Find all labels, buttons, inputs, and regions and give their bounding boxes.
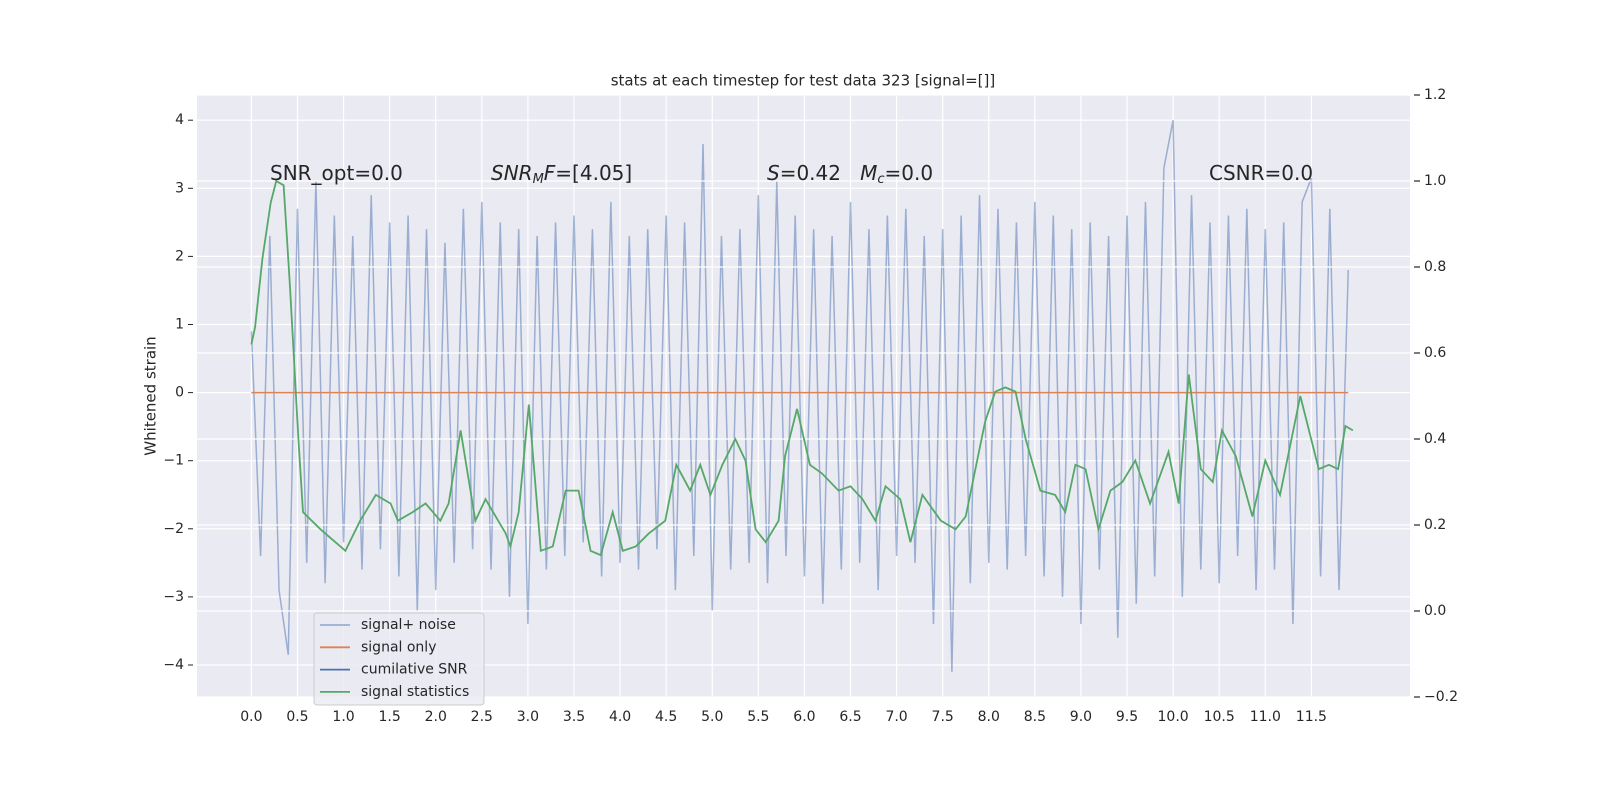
x-tick-label: 9.5 (1116, 709, 1138, 725)
annotation-part: M (860, 161, 877, 185)
plot-area (197, 95, 1410, 697)
y-tick-label: −1 (163, 453, 184, 469)
annotation: S=0.42 Mc=0.0 (767, 161, 933, 187)
annotation-part: c (877, 172, 884, 187)
y-tick-label: 1 (175, 316, 184, 332)
annotation-part: CSNR=0.0 (1209, 161, 1313, 185)
annotation: CSNR=0.0 (1209, 161, 1313, 185)
annotation-part: F=[4.05] (544, 161, 632, 185)
legend: signal+ noise signal only cumilative SNR si… (313, 612, 485, 706)
x-tick-label: 2.5 (471, 709, 493, 725)
series-line (250, 120, 1349, 672)
x-tick-label: 8.0 (978, 709, 1000, 725)
legend-label: signal+ noise (361, 617, 456, 633)
annotation-part: =0.42 (780, 161, 860, 185)
x-tick-label: 8.5 (1024, 709, 1046, 725)
annotation-part: SNR_opt=0.0 (270, 161, 403, 185)
x-tick-label: 5.0 (701, 709, 723, 725)
x-tick-label: 6.5 (839, 709, 861, 725)
annotation-part: S (767, 161, 780, 185)
y2-tick-label: 0.8 (1424, 259, 1446, 275)
y2-tick-label: 1.0 (1424, 173, 1446, 189)
annotations: SNR_opt=0.0 SNRMF=[4.05] S=0.42 Mc=0.0 CSNR… (270, 161, 1313, 187)
x-tick-label: 6.0 (793, 709, 815, 725)
x-tick-label: 10.5 (1204, 709, 1235, 725)
x-tick-label: 0.0 (240, 709, 262, 725)
x-tick-label: 0.5 (286, 709, 308, 725)
y-tick-label: −2 (163, 521, 184, 537)
series-line (250, 179, 1354, 557)
y-tick-label: 3 (175, 180, 184, 196)
annotation: SNR_opt=0.0 (270, 161, 403, 185)
x-tick-label: 10.0 (1158, 709, 1189, 725)
annotation-part: =[4.05] (555, 161, 632, 185)
x-tick-label: 3.5 (563, 709, 585, 725)
x-tick-label: 11.5 (1296, 709, 1327, 725)
y2-tick-label: 0.0 (1424, 603, 1446, 619)
annotation-part: M (533, 172, 544, 187)
y-tick-label: 2 (175, 248, 184, 264)
annotation-part: SNR (491, 161, 533, 185)
chart-title: stats at each timestep for test data 323… (611, 72, 996, 90)
y2-tick-label: 0.4 (1424, 431, 1446, 447)
y2-tick-label: −0.2 (1424, 689, 1458, 705)
x-tick-label: 2.0 (425, 709, 447, 725)
y-tick-label: 0 (175, 385, 184, 401)
x-tick-label: 3.0 (517, 709, 539, 725)
legend-label: cumilative SNR (361, 662, 468, 678)
y-axis-label: Whitened strain (142, 336, 160, 455)
annotation-part: =0.0 (885, 161, 934, 185)
y-tick-label: −4 (163, 657, 184, 673)
annotation: SNRMF=[4.05] (491, 161, 632, 187)
legend-label: signal statistics (361, 684, 469, 700)
x-tick-label: 7.0 (885, 709, 907, 725)
annotation-part: F (544, 161, 556, 185)
x-tick-label: 9.0 (1070, 709, 1092, 725)
x-tick-label: 11.0 (1250, 709, 1281, 725)
x-tick-label: 4.5 (655, 709, 677, 725)
x-tick-label: 1.5 (379, 709, 401, 725)
y-tick-label: −3 (163, 589, 184, 605)
x-tick-label: 7.5 (932, 709, 954, 725)
marks (197, 94, 1410, 698)
x-tick-label: 5.5 (747, 709, 769, 725)
y2-tick-label: 1.2 (1424, 87, 1446, 103)
y2-tick-label: 0.2 (1424, 517, 1446, 533)
legend-label: signal only (361, 639, 436, 655)
x-tick-label: 4.0 (609, 709, 631, 725)
x-tick-label: 1.0 (332, 709, 354, 725)
y-tick-label: 4 (175, 112, 184, 128)
legend-box (313, 612, 485, 706)
y2-tick-label: 0.6 (1424, 345, 1446, 361)
